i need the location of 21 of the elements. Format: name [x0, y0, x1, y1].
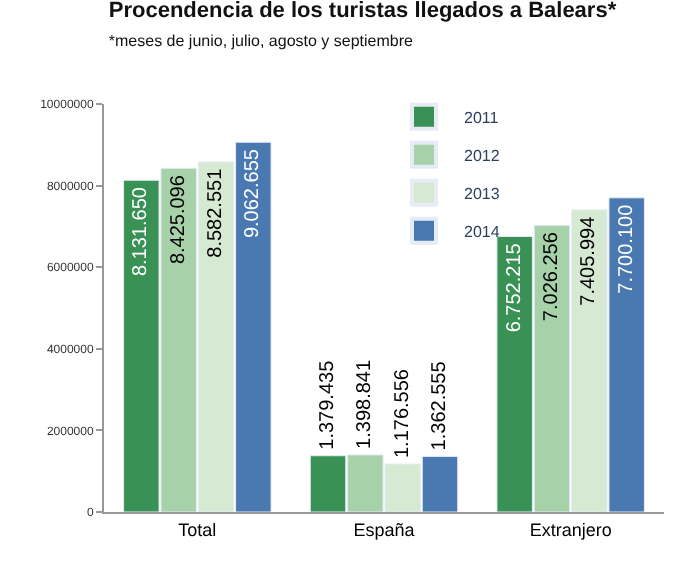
legend-label: 2011 — [464, 108, 500, 127]
data-label: 8.131.650 — [130, 186, 153, 277]
x-tick-label: España — [353, 519, 415, 540]
legend-label: 2013 — [464, 184, 501, 203]
x-tick-label: Extranjero — [529, 519, 612, 540]
data-label: 6.752.215 — [503, 242, 526, 333]
data-label: 7.405.994 — [578, 215, 601, 306]
data-label: 1.379.435 — [317, 359, 339, 450]
data-label: 1.362.555 — [429, 360, 451, 451]
data-label: 7.026.256 — [541, 231, 563, 322]
data-label: 7.700.100 — [615, 203, 638, 294]
data-label: 1.398.841 — [354, 359, 377, 449]
x-tick-label: Total — [178, 519, 217, 540]
data-label: 1.176.556 — [391, 368, 414, 458]
data-label: 9.062.655 — [242, 148, 265, 239]
legend-label: 2014 — [464, 222, 501, 241]
data-label: 8.425.096 — [167, 174, 190, 265]
chart-title: Procendencia de los turistas llegados a Balears* — [108, 0, 618, 24]
data-label: 8.582.551 — [205, 167, 227, 258]
chart-subtitle: *meses de junio, julio, agosto y septiembre — [108, 31, 415, 50]
legend-label: 2012 — [464, 146, 501, 165]
